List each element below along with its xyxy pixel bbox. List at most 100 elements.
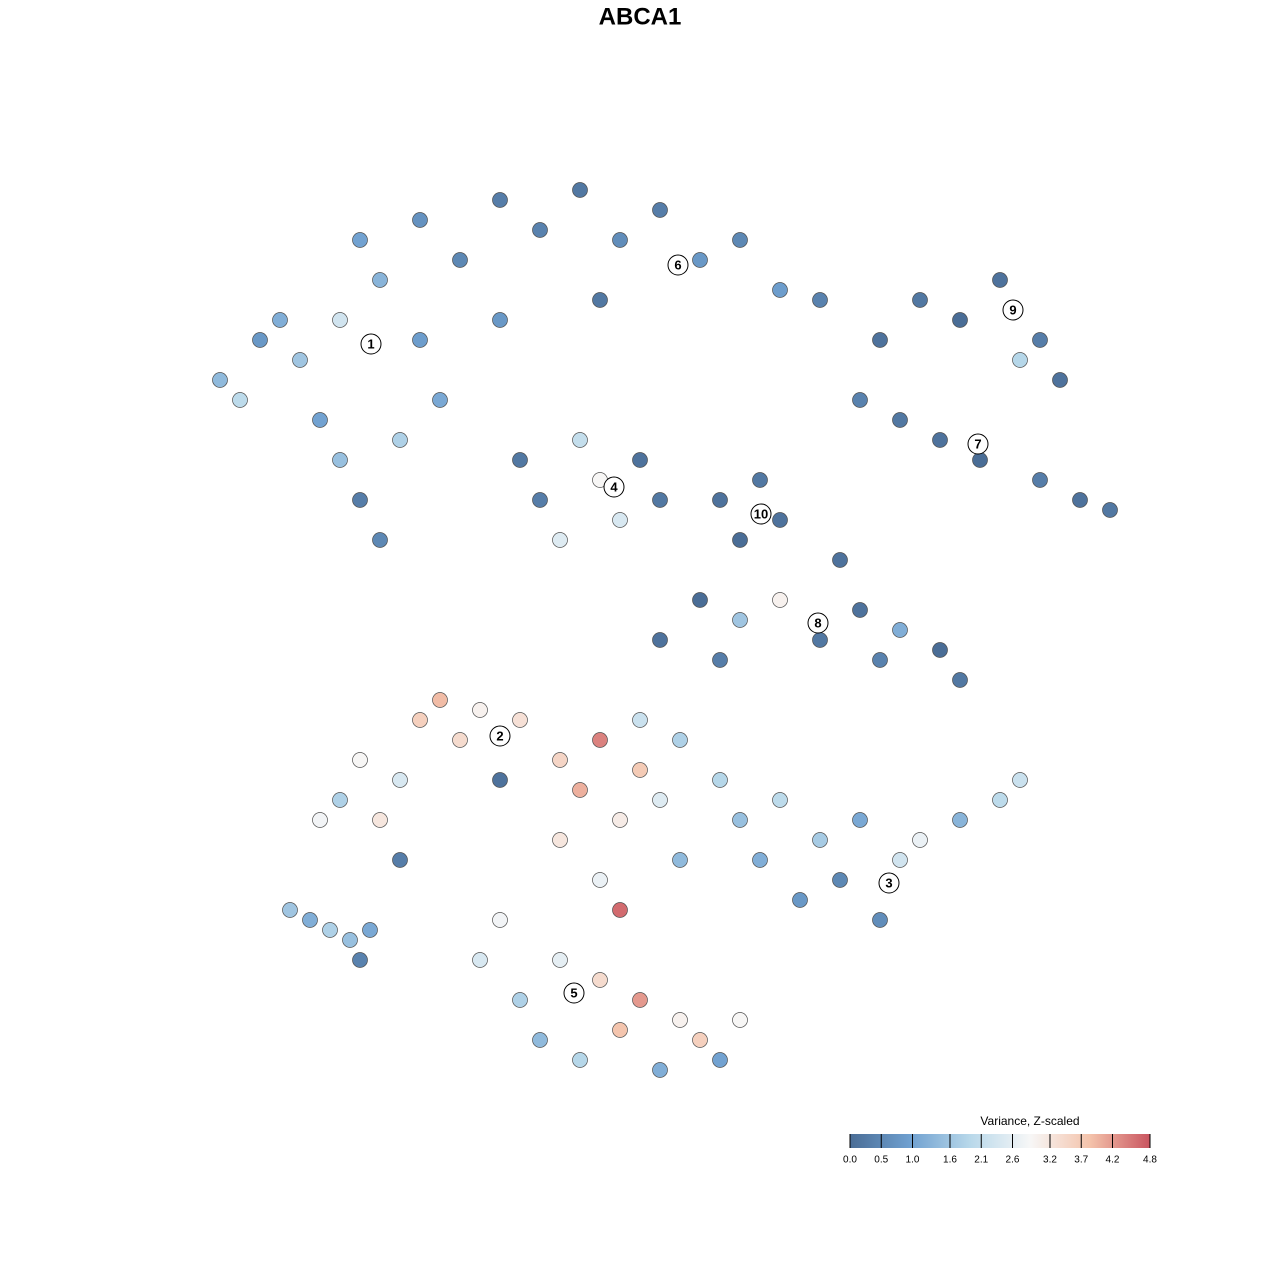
point <box>772 792 788 808</box>
point <box>392 432 408 448</box>
point <box>772 282 788 298</box>
point <box>302 912 318 928</box>
points <box>212 182 1118 1078</box>
point <box>812 832 828 848</box>
point <box>852 812 868 828</box>
point <box>282 902 298 918</box>
point <box>632 992 648 1008</box>
point <box>692 1032 708 1048</box>
colorbar-tick-label: 3.7 <box>1074 1155 1088 1166</box>
point <box>712 1052 728 1068</box>
point <box>572 182 588 198</box>
point <box>652 202 668 218</box>
cluster-label: 4 <box>610 479 618 494</box>
point <box>1072 492 1088 508</box>
point <box>272 312 288 328</box>
cluster-label: 3 <box>885 875 892 890</box>
point <box>1052 372 1068 388</box>
point <box>712 492 728 508</box>
colorbar-tick-label: 1.6 <box>943 1155 957 1166</box>
point <box>732 532 748 548</box>
point <box>812 632 828 648</box>
cluster-label: 6 <box>674 257 681 272</box>
colorbar-tick-label: 4.8 <box>1143 1155 1157 1166</box>
point <box>352 492 368 508</box>
colorbar-ramp <box>850 1134 1150 1148</box>
point <box>692 592 708 608</box>
point <box>512 992 528 1008</box>
cluster-marker <box>1002 299 1024 321</box>
point <box>832 872 848 888</box>
point <box>1032 332 1048 348</box>
point <box>952 312 968 328</box>
point <box>312 412 328 428</box>
point <box>632 762 648 778</box>
cluster-marker <box>878 872 900 894</box>
point <box>652 1062 668 1078</box>
point <box>912 292 928 308</box>
cluster-marker <box>807 612 829 634</box>
point <box>612 232 628 248</box>
point <box>612 812 628 828</box>
point <box>872 332 888 348</box>
point <box>592 732 608 748</box>
cluster-labels: 1 2 3 4 5 6 7 8 9 10 <box>360 254 1024 1004</box>
point <box>672 852 688 868</box>
cluster-marker <box>667 254 689 276</box>
point <box>212 372 228 388</box>
point <box>572 782 588 798</box>
point <box>612 512 628 528</box>
point <box>532 492 548 508</box>
point <box>812 292 828 308</box>
point <box>692 252 708 268</box>
point <box>472 702 488 718</box>
point <box>792 892 808 908</box>
colorbar-tick-label: 1.0 <box>906 1155 920 1166</box>
point <box>332 792 348 808</box>
point <box>232 392 248 408</box>
cluster-marker <box>360 333 382 355</box>
point <box>412 332 428 348</box>
point <box>772 592 788 608</box>
point <box>752 472 768 488</box>
colorbar-tick-label: 3.2 <box>1043 1155 1057 1166</box>
point <box>492 192 508 208</box>
point <box>452 732 468 748</box>
point <box>352 232 368 248</box>
point <box>1012 772 1028 788</box>
cluster-marker <box>603 476 625 498</box>
point <box>852 392 868 408</box>
point <box>532 222 548 238</box>
point <box>592 972 608 988</box>
point <box>252 332 268 348</box>
point <box>912 832 928 848</box>
point <box>312 812 328 828</box>
point <box>452 252 468 268</box>
point <box>672 1012 688 1028</box>
colorbar-tick-label: 2.1 <box>974 1155 988 1166</box>
point <box>592 292 608 308</box>
point <box>632 712 648 728</box>
point <box>572 432 588 448</box>
chart-title: ABCA1 <box>599 3 682 30</box>
point <box>552 832 568 848</box>
cluster-label: 9 <box>1009 302 1016 317</box>
point <box>372 272 388 288</box>
colorbar-tick-label: 0.5 <box>874 1155 888 1166</box>
point <box>322 922 338 938</box>
colorbar-title: Variance, Z-scaled <box>980 1114 1079 1128</box>
point <box>372 532 388 548</box>
colorbar-tick-label: 2.6 <box>1006 1155 1020 1166</box>
point <box>552 532 568 548</box>
point <box>492 772 508 788</box>
point <box>492 912 508 928</box>
colorbar-tick-label: 4.2 <box>1106 1155 1120 1166</box>
point <box>712 772 728 788</box>
point <box>342 932 358 948</box>
point <box>332 312 348 328</box>
point <box>292 352 308 368</box>
cluster-label: 1 <box>367 336 374 351</box>
point <box>772 512 788 528</box>
cluster-marker <box>967 433 989 455</box>
